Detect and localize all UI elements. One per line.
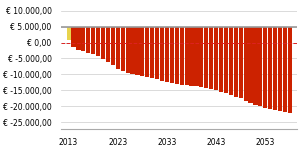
Bar	[199, 27, 203, 87]
Bar	[219, 27, 223, 92]
Bar	[86, 27, 90, 53]
Bar	[160, 27, 164, 81]
Bar	[67, 27, 71, 40]
Bar	[106, 27, 110, 62]
Bar	[204, 27, 208, 88]
Bar	[253, 27, 257, 105]
Bar	[268, 27, 272, 109]
Bar	[121, 27, 125, 71]
Bar	[288, 27, 292, 113]
Bar	[130, 27, 135, 74]
Bar	[91, 27, 95, 54]
Bar	[145, 27, 149, 77]
Bar	[155, 27, 159, 80]
Bar	[135, 27, 140, 75]
Bar	[150, 27, 154, 78]
Bar	[116, 27, 120, 69]
Bar	[194, 27, 199, 87]
Bar	[101, 27, 105, 59]
Bar	[214, 27, 218, 90]
Bar	[140, 27, 145, 76]
Bar	[273, 27, 277, 110]
Bar	[81, 27, 86, 51]
Bar	[234, 27, 238, 97]
Bar	[209, 27, 213, 89]
Bar	[96, 27, 100, 56]
Bar	[165, 27, 169, 82]
Bar	[278, 27, 282, 111]
Bar	[238, 27, 243, 98]
Bar	[189, 27, 194, 86]
Bar	[263, 27, 267, 108]
Bar	[248, 27, 253, 103]
Bar	[180, 27, 184, 85]
Bar	[184, 27, 189, 85]
Bar	[175, 27, 179, 84]
Bar	[71, 27, 76, 47]
Bar	[229, 27, 233, 95]
Bar	[283, 27, 287, 112]
Bar	[111, 27, 115, 66]
Bar	[224, 27, 228, 93]
Bar	[170, 27, 174, 83]
Bar	[244, 27, 248, 101]
Bar	[76, 27, 80, 50]
Bar	[258, 27, 262, 106]
Bar	[125, 27, 130, 73]
